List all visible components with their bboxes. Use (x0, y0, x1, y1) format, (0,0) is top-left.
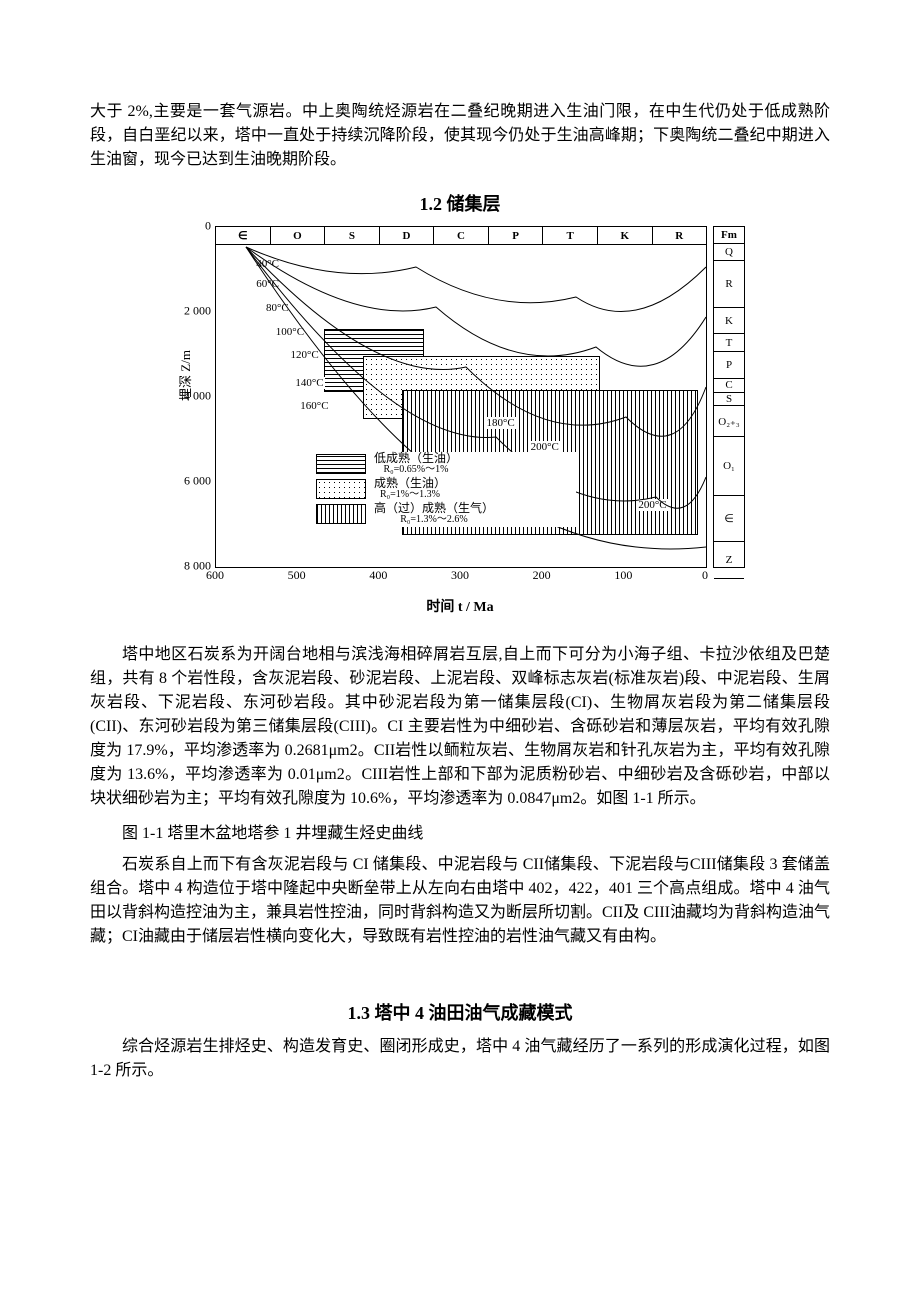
strat-cell: R (714, 261, 744, 307)
document-page: 大于 2%,主要是一套气源岩。中上奥陶统烃源岩在二叠纪晚期进入生油门限，在中生代… (0, 0, 920, 1151)
period-cell: T (543, 227, 598, 245)
strat-cell: T (714, 334, 744, 351)
strat-cell: O₂₊₃ (714, 406, 744, 436)
burial-history-chart: 埋深 Z/m 0 2 000 4 000 6 000 8 000 ∈ O S D… (165, 226, 755, 626)
x-tick: 500 (288, 568, 306, 583)
intro-paragraph: 大于 2%,主要是一套气源岩。中上奥陶统烃源岩在二叠纪晚期进入生油门限，在中生代… (90, 100, 830, 172)
legend-item: 高（过）成熟（生气） R₀=1.3%～2.6% (316, 502, 576, 525)
strat-cell: P (714, 352, 744, 379)
period-cell: S (325, 227, 380, 245)
x-axis: 600 500 400 300 200 100 0 (215, 566, 705, 590)
isotherm-label: 40°C (255, 258, 280, 270)
isotherm-label: 140°C (294, 377, 324, 389)
period-cell: ∈ (216, 227, 271, 245)
period-cell: C (434, 227, 489, 245)
section-1-2-title: 1.2 储集层 (90, 190, 830, 216)
legend-item: 成熟（生油） R₀=1%～1.3% (316, 477, 576, 500)
strat-cell: O₁ (714, 437, 744, 496)
legend-swatch (316, 504, 366, 524)
legend-swatch (316, 479, 366, 499)
y-tick: 6 000 (184, 474, 211, 489)
strat-body: QRKTPCSO₂₊₃O₁∈Z (714, 244, 744, 579)
legend-text: 低成熟（生油） R₀=0.65%～1% (374, 452, 458, 475)
section-1-3-title: 1.3 塔中 4 油田油气成藏模式 (90, 999, 830, 1025)
legend-sub: R₀=1%～1.3% (374, 490, 446, 501)
section-1-3-paragraph: 综合烃源岩生排烃史、构造发育史、圈闭形成史，塔中 4 油气藏经历了一系列的形成演… (90, 1035, 830, 1083)
period-cell: K (598, 227, 653, 245)
isotherm-label: 160°C (299, 400, 329, 412)
x-tick: 200 (533, 568, 551, 583)
figure-1-1-wrap: 埋深 Z/m 0 2 000 4 000 6 000 8 000 ∈ O S D… (90, 226, 830, 631)
x-tick: 0 (702, 568, 708, 583)
x-tick: 300 (451, 568, 469, 583)
strat-cell: Q (714, 244, 744, 261)
legend-title: 低成熟（生油） (374, 451, 458, 465)
y-axis: 埋深 Z/m 0 2 000 4 000 6 000 8 000 (165, 226, 213, 566)
isotherm-label: 100°C (275, 326, 305, 338)
x-tick: 100 (614, 568, 632, 583)
period-cell: P (489, 227, 544, 245)
isotherm-label: 120°C (290, 349, 320, 361)
strat-cell: K (714, 308, 744, 335)
carboniferous-paragraph: 石炭系自上而下有含灰泥岩段与 CI 储集段、中泥岩段与 CII储集段、下泥岩段与… (90, 853, 830, 949)
y-tick: 4 000 (184, 389, 211, 404)
spacer (90, 957, 830, 981)
x-tick: 600 (206, 568, 224, 583)
legend-sub: R₀=0.65%～1% (374, 465, 458, 476)
period-cell: R (653, 227, 707, 245)
period-cell: D (380, 227, 435, 245)
legend-sub: R₀=1.3%～2.6% (374, 515, 494, 526)
legend-swatch (316, 454, 366, 474)
strat-header: Fm (714, 227, 744, 244)
legend-item: 低成熟（生油） R₀=0.65%～1% (316, 452, 576, 475)
isotherm-label: 200°C (637, 499, 667, 511)
strat-cell: S (714, 393, 744, 407)
legend-text: 高（过）成熟（生气） R₀=1.3%～2.6% (374, 502, 494, 525)
legend-title: 成熟（生油） (374, 476, 446, 490)
x-axis-label: 时间 t / Ma (215, 596, 705, 616)
strat-cell: ∈ (714, 496, 744, 542)
legend-text: 成熟（生油） R₀=1%～1.3% (374, 477, 446, 500)
strat-cell: Z (714, 542, 744, 579)
isotherm-label: 180°C (486, 417, 516, 429)
strat-cell: C (714, 379, 744, 393)
y-tick: 2 000 (184, 304, 211, 319)
figure-1-1-caption: 图 1-1 塔里木盆地塔参 1 井埋藏生烃史曲线 (90, 819, 830, 843)
chart-plot-area: ∈ O S D C P T K R 40°C 60°C 80°C (215, 226, 707, 568)
isotherm-label: 80°C (265, 302, 290, 314)
chart-legend: 低成熟（生油） R₀=0.65%～1% 成熟（生油） R₀=1%～1.3% (316, 452, 576, 527)
stratigraphic-column: Fm QRKTPCSO₂₊₃O₁∈Z (713, 226, 745, 568)
reservoir-paragraph: 塔中地区石炭系为开阔台地相与滨浅海相碎屑岩互层,自上而下可分为小海子组、卡拉沙依… (90, 643, 830, 811)
x-tick: 400 (369, 568, 387, 583)
isotherm-label: 60°C (255, 278, 280, 290)
period-cell: O (271, 227, 326, 245)
y-tick: 0 (205, 219, 211, 234)
geologic-period-header: ∈ O S D C P T K R (216, 227, 706, 245)
